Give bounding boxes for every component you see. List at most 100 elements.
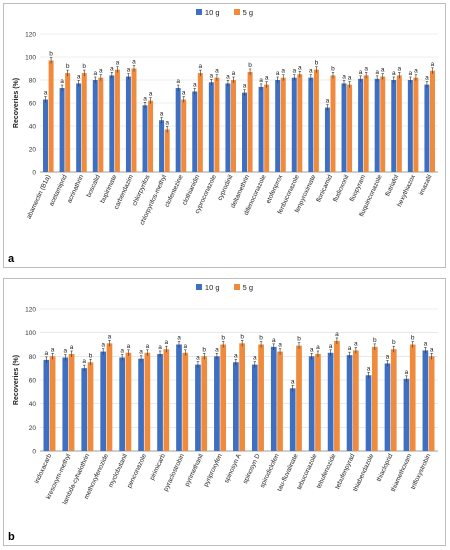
significance-letter: b (392, 339, 396, 346)
bar-10g (289, 388, 296, 451)
bar-5g (297, 74, 303, 172)
bar-5g (296, 345, 302, 451)
bar-5g (313, 69, 319, 172)
significance-letter: a (183, 343, 187, 350)
bar-5g (264, 84, 270, 172)
bar-5g (428, 356, 435, 451)
x-tick-label: flutriafol (384, 173, 400, 197)
significance-letter: a (210, 72, 214, 79)
significance-letter: a (425, 75, 429, 82)
bar-5g (68, 353, 75, 451)
x-tick-label: myclobutanil (107, 452, 129, 488)
significance-letter: a (243, 83, 247, 90)
significance-letter: a (146, 343, 150, 350)
significance-letter: a (281, 68, 285, 75)
significance-letter: a (392, 70, 396, 77)
significance-letter: a (108, 333, 112, 340)
bar-5g (409, 344, 416, 451)
bar-5g (106, 343, 113, 451)
significance-letter: a (193, 82, 197, 89)
significance-letter: b (49, 50, 53, 57)
bar-5g (315, 353, 321, 451)
bar-10g (270, 346, 277, 451)
significance-letter: a (176, 78, 180, 85)
bar-5g (347, 84, 353, 172)
significance-letter: a (199, 63, 203, 70)
panel-label-b: b (8, 531, 15, 543)
bar-10g (142, 105, 148, 172)
bar-5g (114, 69, 120, 172)
bar-5g (48, 60, 54, 173)
bar-5g (49, 356, 56, 451)
bar-5g (181, 99, 187, 172)
bar-10g (291, 77, 297, 172)
significance-letter: a (405, 369, 409, 376)
significance-letter: a (101, 342, 105, 349)
bar-5g (239, 343, 245, 451)
significance-letter: a (309, 68, 313, 75)
significance-letter: a (276, 70, 280, 77)
bar-5g (334, 340, 340, 451)
bar-10g (81, 368, 88, 451)
significance-letter: a (143, 95, 147, 102)
significance-letter: a (367, 365, 371, 372)
bar-10g (125, 76, 131, 172)
legend-item-10g: 10 g (195, 283, 220, 292)
significance-letter: a (82, 358, 86, 365)
y-tick-label: 60 (29, 378, 37, 385)
bar-10g (92, 80, 98, 172)
bar-5g (164, 129, 170, 172)
significance-letter: a (316, 344, 320, 351)
significance-letter: a (386, 353, 390, 360)
y-tick-label: 40 (29, 401, 37, 408)
panel-label-a: a (8, 253, 15, 265)
x-tick-label: pirimicarb (149, 453, 167, 482)
bar-5g (214, 77, 220, 172)
significance-letter: a (342, 73, 346, 80)
bar-10g (100, 351, 107, 451)
bar-5g (65, 73, 71, 172)
significance-letter: a (424, 340, 428, 347)
significance-letter: b (411, 335, 415, 342)
x-tick-label: imazalil (418, 173, 434, 196)
significance-letter: a (326, 98, 330, 105)
bar-10g (138, 358, 144, 451)
significance-letter: a (177, 335, 181, 342)
bar-5g (231, 80, 236, 172)
y-tick-label: 0 (32, 449, 36, 456)
bar-10g (384, 363, 391, 451)
significance-letter: a (70, 344, 74, 351)
significance-letter: b (221, 335, 225, 342)
significance-letter: a (375, 69, 379, 76)
bar-10g (365, 375, 372, 451)
significance-letter: a (182, 90, 186, 97)
y-tick-label: 100 (25, 55, 36, 62)
significance-letter: b (297, 336, 301, 343)
x-tick-label: indoxacarb (34, 453, 54, 485)
bar-10g (119, 357, 125, 451)
significance-letter: a (51, 346, 55, 353)
bar-10g (175, 88, 181, 172)
bar-10g (407, 80, 413, 172)
legend-label-10g: 10 g (204, 8, 220, 17)
significance-letter: a (60, 78, 64, 85)
significance-letter: b (315, 60, 319, 67)
bar-10g (192, 91, 198, 172)
bar-5g (330, 75, 336, 172)
significance-letter: a (310, 346, 314, 353)
bar-10g (391, 80, 397, 172)
bar-10g (324, 107, 330, 172)
y-tick-label: 40 (29, 124, 37, 131)
significance-letter: a (93, 70, 97, 77)
significance-letter: a (253, 355, 257, 362)
bar-5g (81, 73, 87, 172)
legend: 10 g 5 g (4, 283, 445, 292)
bar-10g (208, 82, 214, 172)
significance-letter: a (215, 68, 219, 75)
bar-10g (59, 88, 65, 172)
significance-letter: a (149, 91, 153, 98)
bar-10g (76, 83, 82, 172)
x-tick-label: trifloxystrobin (410, 453, 433, 491)
significance-letter: a (110, 65, 114, 72)
